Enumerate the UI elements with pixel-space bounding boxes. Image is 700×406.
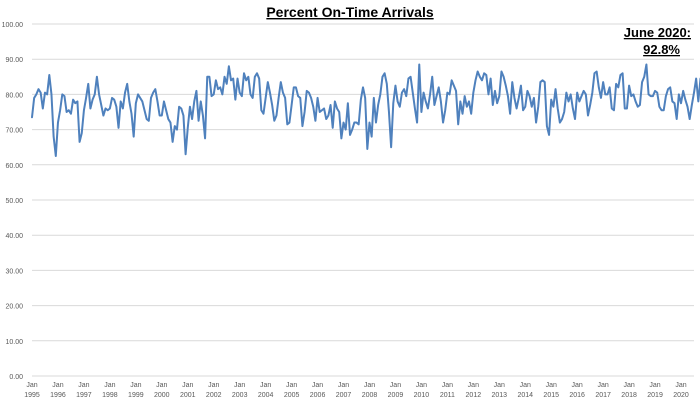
x-tick-year: 2016: [569, 392, 585, 399]
x-tick-year: 2008: [362, 392, 378, 399]
y-tick-label: 70.00: [5, 128, 23, 135]
x-tick-month: Jan: [390, 382, 401, 389]
x-tick-label: Jan 2018: [621, 382, 637, 399]
x-tick-year: 2007: [336, 392, 352, 399]
x-tick-year: 2014: [517, 392, 533, 399]
x-tick-year: 2013: [492, 392, 508, 399]
x-tick-label: Jan 1998: [102, 382, 118, 399]
x-tick-month: Jan: [520, 382, 531, 389]
x-tick-year: 1995: [24, 392, 40, 399]
y-tick-label: 60.00: [5, 163, 23, 170]
x-tick-month: Jan: [494, 382, 505, 389]
x-tick-label: Jan 2010: [414, 382, 430, 399]
x-tick-month: Jan: [623, 382, 634, 389]
x-axis-tick-labels: Jan 1995 Jan 1996 Jan 1997 Jan 1998 Jan 1999 Jan 20…: [24, 382, 689, 399]
gridlines: [32, 23, 694, 377]
x-tick-label: Jan 2001: [180, 382, 196, 399]
y-tick-label: 30.00: [5, 268, 23, 275]
x-tick-label: Jan 2004: [258, 382, 274, 399]
x-tick-year: 2020: [673, 392, 689, 399]
x-tick-label: Jan 2006: [310, 382, 326, 399]
x-tick-month: Jan: [416, 382, 427, 389]
x-tick-label: Jan 2012: [466, 382, 482, 399]
x-tick-label: Jan 1999: [128, 382, 144, 399]
x-tick-month: Jan: [468, 382, 479, 389]
x-tick-month: Jan: [442, 382, 453, 389]
x-tick-month: Jan: [208, 382, 219, 389]
x-tick-month: Jan: [649, 382, 660, 389]
y-tick-label: 50.00: [5, 198, 23, 205]
series-line-on-time-arrivals: [31, 63, 700, 157]
x-tick-label: Jan 2020: [673, 382, 689, 399]
x-tick-label: Jan 2015: [543, 382, 559, 399]
x-tick-label: Jan 2014: [517, 382, 533, 399]
x-tick-month: Jan: [286, 382, 297, 389]
y-axis-tick-labels: 0.00 10.00 20.00 30.00 40.00 50.00 60.00 70.00 8…: [2, 22, 24, 381]
x-tick-year: 2017: [595, 392, 611, 399]
x-tick-month: Jan: [52, 382, 63, 389]
y-tick-label: 90.00: [5, 57, 23, 64]
x-tick-label: Jan 2013: [492, 382, 508, 399]
chart-title: Percent On-Time Arrivals: [266, 4, 434, 20]
x-tick-label: Jan 2000: [154, 382, 170, 399]
x-tick-month: Jan: [26, 382, 37, 389]
x-tick-year: 2012: [466, 392, 482, 399]
x-tick-year: 2009: [388, 392, 404, 399]
x-tick-label: Jan 1996: [50, 382, 66, 399]
x-tick-year: 2018: [621, 392, 637, 399]
annotation-line-2: 92.8%: [643, 42, 680, 57]
x-tick-month: Jan: [156, 382, 167, 389]
x-tick-label: Jan 2017: [595, 382, 611, 399]
annotation-line-1: June 2020:: [624, 25, 691, 40]
x-tick-month: Jan: [104, 382, 115, 389]
x-tick-month: Jan: [572, 382, 583, 389]
x-tick-year: 1999: [128, 392, 144, 399]
x-tick-year: 2011: [440, 392, 455, 399]
y-tick-label: 0.00: [9, 374, 23, 381]
x-tick-year: 2002: [206, 392, 222, 399]
x-tick-month: Jan: [675, 382, 686, 389]
x-tick-label: Jan 2003: [232, 382, 248, 399]
x-tick-year: 1998: [102, 392, 118, 399]
x-tick-label: Jan 2009: [388, 382, 404, 399]
y-tick-label: 100.00: [2, 22, 24, 29]
x-tick-year: 2004: [258, 392, 274, 399]
x-tick-year: 2001: [180, 392, 196, 399]
x-tick-year: 2006: [310, 392, 326, 399]
y-tick-label: 40.00: [5, 233, 23, 240]
x-tick-label: Jan 2016: [569, 382, 585, 399]
x-tick-year: 2000: [154, 392, 170, 399]
x-tick-year: 2003: [232, 392, 248, 399]
x-tick-label: Jan 1997: [76, 382, 92, 399]
x-tick-year: 2005: [284, 392, 300, 399]
x-tick-month: Jan: [597, 382, 608, 389]
x-tick-month: Jan: [312, 382, 323, 389]
x-tick-label: Jan 2008: [362, 382, 378, 399]
x-tick-month: Jan: [78, 382, 89, 389]
x-tick-label: Jan 2002: [206, 382, 222, 399]
x-tick-month: Jan: [364, 382, 375, 389]
x-tick-year: 2010: [414, 392, 430, 399]
x-tick-label: Jan 2019: [647, 382, 663, 399]
x-tick-month: Jan: [546, 382, 557, 389]
x-tick-month: Jan: [338, 382, 349, 389]
y-tick-label: 10.00: [5, 339, 23, 346]
x-tick-label: Jan 2005: [284, 382, 300, 399]
x-tick-month: Jan: [234, 382, 245, 389]
x-tick-month: Jan: [260, 382, 271, 389]
x-tick-label: Jan 2011: [440, 382, 455, 399]
x-tick-month: Jan: [130, 382, 141, 389]
x-tick-label: Jan 1995: [24, 382, 40, 399]
y-tick-label: 80.00: [5, 92, 23, 99]
x-tick-year: 1997: [76, 392, 92, 399]
y-tick-label: 20.00: [5, 304, 23, 311]
x-tick-month: Jan: [182, 382, 193, 389]
x-tick-year: 1996: [50, 392, 66, 399]
x-tick-label: Jan 2007: [336, 382, 352, 399]
x-tick-year: 2015: [543, 392, 559, 399]
x-tick-year: 2019: [647, 392, 663, 399]
